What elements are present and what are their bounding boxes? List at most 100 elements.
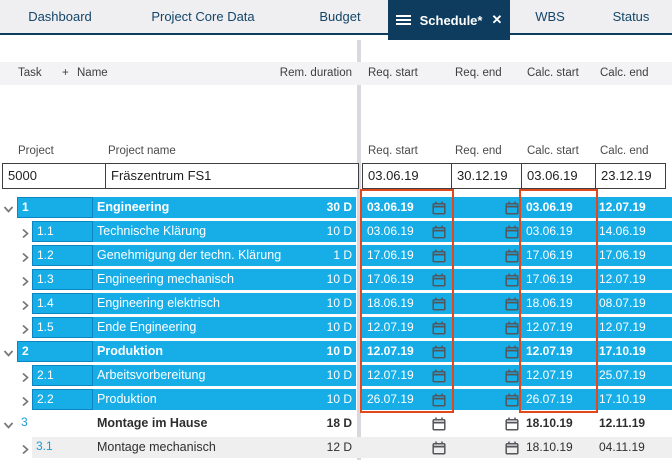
task-number-cell[interactable]: 3.1 xyxy=(36,439,53,453)
column-header-req-end[interactable]: Req. end xyxy=(455,67,502,79)
task-number-cell[interactable]: 1.5 xyxy=(32,317,93,338)
tab-schedule-active[interactable]: Schedule* ✕ xyxy=(388,0,510,40)
calendar-icon[interactable] xyxy=(505,297,519,314)
calc-end-cell[interactable]: 08.07.19 xyxy=(599,296,646,310)
calc-start-cell[interactable]: 12.07.19 xyxy=(526,368,573,382)
task-row[interactable]: 1.3 Engineering mechanisch 10 D 17.06.19… xyxy=(0,269,672,290)
req-end-cell[interactable] xyxy=(452,437,522,458)
project-id-cell[interactable]: 5000 xyxy=(2,163,106,189)
chevron-right-icon[interactable] xyxy=(20,371,31,383)
chevron-right-icon[interactable] xyxy=(20,299,31,311)
task-row[interactable]: 1.2 Genehmigung der techn. Klärung 1 D 1… xyxy=(0,245,672,266)
project-name-cell[interactable]: Fräszentrum FS1 xyxy=(105,163,359,189)
task-name-cell[interactable]: Produktion xyxy=(97,344,163,358)
remaining-duration-cell[interactable]: 10 D xyxy=(326,368,352,382)
calc-start-cell[interactable]: 18.10.19 xyxy=(526,416,573,430)
calc-end-cell[interactable]: 17.06.19 xyxy=(599,248,646,262)
calendar-icon[interactable] xyxy=(432,417,446,438)
chevron-down-icon[interactable] xyxy=(3,419,14,429)
calc-start-cell[interactable]: 12.07.19 xyxy=(526,320,573,334)
req-end-cell[interactable] xyxy=(452,413,522,434)
calendar-icon[interactable] xyxy=(432,297,446,318)
req-end-cell[interactable] xyxy=(452,245,522,266)
calc-end-cell[interactable]: 04.11.19 xyxy=(599,440,645,454)
calendar-icon[interactable] xyxy=(505,345,519,362)
tab-project-core-data[interactable]: Project Core Data xyxy=(151,9,255,24)
chevron-right-icon[interactable] xyxy=(20,227,31,239)
task-number-cell[interactable]: 2.1 xyxy=(32,365,93,386)
task-name-cell[interactable]: Montage mechanisch xyxy=(97,440,216,454)
column-header-calc-start[interactable]: Calc. start xyxy=(527,67,579,79)
req-start-cell[interactable]: 03.06.19 xyxy=(362,221,452,242)
calc-end-cell[interactable]: 12.07.19 xyxy=(599,320,646,334)
remaining-duration-cell[interactable]: 1 D xyxy=(333,248,352,262)
remaining-duration-cell[interactable]: 10 D xyxy=(326,296,352,310)
column-header-task[interactable]: Task xyxy=(18,67,42,79)
chevron-right-icon[interactable] xyxy=(20,275,31,287)
tab-budget[interactable]: Budget xyxy=(319,9,361,24)
req-end-cell[interactable] xyxy=(452,269,522,290)
calc-end-cell[interactable]: 17.10.19 xyxy=(599,392,646,406)
tab-wbs[interactable]: WBS xyxy=(535,9,565,24)
calendar-icon[interactable] xyxy=(505,321,519,338)
remaining-duration-cell[interactable]: 10 D xyxy=(326,272,352,286)
project-calc-start-cell[interactable]: 03.06.19 xyxy=(521,163,596,189)
close-tab-icon[interactable]: ✕ xyxy=(491,12,503,27)
remaining-duration-cell[interactable]: 10 D xyxy=(326,224,352,238)
req-end-cell[interactable] xyxy=(452,341,522,362)
add-column-button[interactable]: + xyxy=(62,67,69,79)
req-start-cell[interactable] xyxy=(362,413,452,434)
project-calc-end-cell[interactable]: 23.12.19 xyxy=(595,163,666,189)
task-row[interactable]: 3.1 Montage mechanisch 12 D 18.10.19 04.… xyxy=(0,437,672,458)
calc-start-cell[interactable]: 17.06.19 xyxy=(526,272,573,286)
calendar-icon[interactable] xyxy=(432,345,446,366)
calendar-icon[interactable] xyxy=(432,273,446,294)
task-name-cell[interactable]: Engineering xyxy=(97,200,170,214)
remaining-duration-cell[interactable]: 10 D xyxy=(326,320,352,334)
req-end-cell[interactable] xyxy=(452,317,522,338)
calc-end-cell[interactable]: 25.07.19 xyxy=(599,368,646,382)
req-end-cell[interactable] xyxy=(452,197,522,218)
req-start-cell[interactable]: 17.06.19 xyxy=(362,245,452,266)
calendar-icon[interactable] xyxy=(505,201,519,218)
task-name-cell[interactable]: Arbeitsvorbereitung xyxy=(97,368,206,382)
calc-start-cell[interactable]: 18.10.19 xyxy=(526,440,573,454)
chevron-right-icon[interactable] xyxy=(20,323,31,335)
remaining-duration-cell[interactable]: 10 D xyxy=(326,392,352,406)
task-name-cell[interactable]: Genehmigung der techn. Klärung xyxy=(97,248,282,262)
calc-start-cell[interactable]: 26.07.19 xyxy=(526,392,573,406)
project-req-end-cell[interactable]: 30.12.19 xyxy=(451,163,522,189)
calendar-icon[interactable] xyxy=(505,369,519,386)
calendar-icon[interactable] xyxy=(505,273,519,290)
chevron-right-icon[interactable] xyxy=(20,443,31,455)
remaining-duration-cell[interactable]: 30 D xyxy=(326,200,352,214)
task-row[interactable]: 1.5 Ende Engineering 10 D 12.07.19 12.07… xyxy=(0,317,672,338)
task-number-cell[interactable]: 1 xyxy=(17,197,93,218)
task-row[interactable]: 2.2 Produktion 10 D 26.07.19 26.07.19 17… xyxy=(0,389,672,410)
task-name-cell[interactable]: Technische Klärung xyxy=(97,224,207,238)
calc-end-cell[interactable]: 12.07.19 xyxy=(599,272,646,286)
calendar-icon[interactable] xyxy=(505,225,519,242)
calc-end-cell[interactable]: 12.11.19 xyxy=(599,416,646,430)
req-start-cell[interactable] xyxy=(362,437,452,458)
remaining-duration-cell[interactable]: 12 D xyxy=(326,440,352,454)
req-start-cell[interactable]: 12.07.19 xyxy=(362,365,452,386)
task-row[interactable]: 1 Engineering 30 D 03.06.19 03.06.19 12.… xyxy=(0,197,672,218)
task-number-cell[interactable]: 1.1 xyxy=(32,221,93,242)
calendar-icon[interactable] xyxy=(432,249,446,270)
task-number-cell[interactable]: 1.3 xyxy=(32,269,93,290)
task-row[interactable]: 2.1 Arbeitsvorbereitung 10 D 12.07.19 12… xyxy=(0,365,672,386)
task-number-cell[interactable]: 1.4 xyxy=(32,293,93,314)
calc-end-cell[interactable]: 17.10.19 xyxy=(599,344,646,358)
column-header-name[interactable]: Name xyxy=(77,67,108,79)
task-name-cell[interactable]: Ende Engineering xyxy=(97,320,197,334)
calendar-icon[interactable] xyxy=(505,249,519,266)
task-number-cell[interactable]: 2.2 xyxy=(32,389,93,410)
req-start-cell[interactable]: 17.06.19 xyxy=(362,269,452,290)
calc-start-cell[interactable]: 12.07.19 xyxy=(526,344,573,358)
task-name-cell[interactable]: Engineering mechanisch xyxy=(97,272,234,286)
calendar-icon[interactable] xyxy=(432,441,446,460)
req-start-cell[interactable]: 12.07.19 xyxy=(362,317,452,338)
calc-start-cell[interactable]: 17.06.19 xyxy=(526,248,573,262)
calendar-icon[interactable] xyxy=(432,201,446,222)
